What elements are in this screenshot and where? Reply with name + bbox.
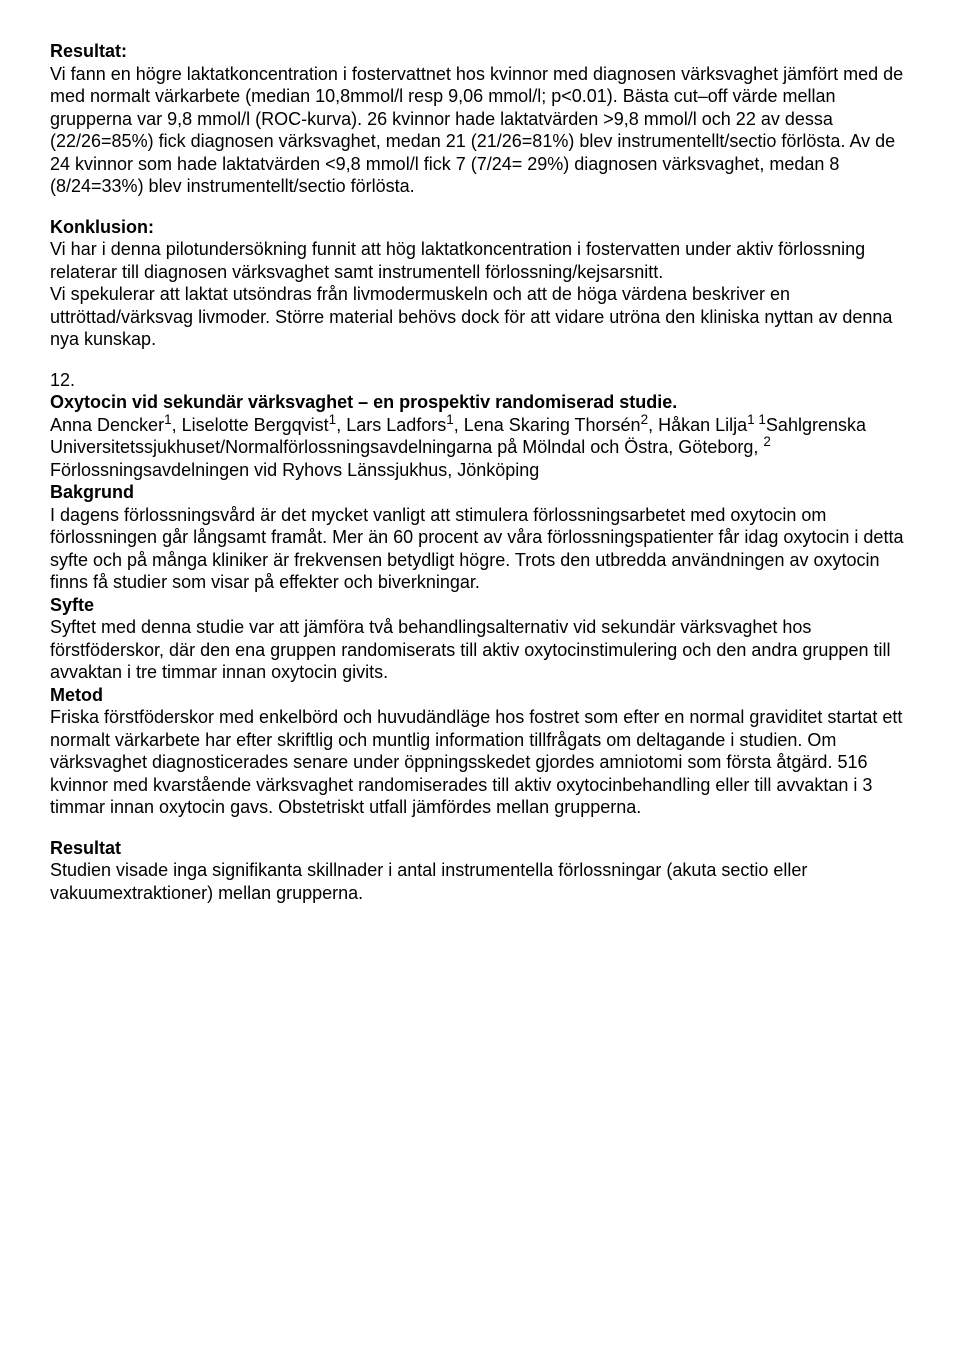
article-number: 12. <box>50 369 910 392</box>
heading-metod: Metod <box>50 684 910 707</box>
heading-konklusion: Konklusion: <box>50 216 910 239</box>
article-authors: Anna Dencker1, Liselotte Bergqvist1, Lar… <box>50 414 910 482</box>
heading-bakgrund: Bakgrund <box>50 481 910 504</box>
heading-resultat: Resultat: <box>50 40 910 63</box>
paragraph: Syftet med denna studie var att jämföra … <box>50 616 910 684</box>
paragraph: Vi har i denna pilotundersökning funnit … <box>50 238 910 283</box>
paragraph: Studien visade inga signifikanta skillna… <box>50 859 910 904</box>
section-resultat-1: Resultat: Vi fann en högre laktatkoncent… <box>50 40 910 198</box>
author-name: , Håkan Lilja <box>648 415 747 435</box>
sup: 2 <box>641 412 649 427</box>
affiliation-sup: 1 <box>755 412 766 427</box>
section-article-12: 12. Oxytocin vid sekundär värksvaghet – … <box>50 369 910 819</box>
paragraph: Vi fann en högre laktatkoncentration i f… <box>50 63 910 198</box>
author-name: Anna Dencker <box>50 415 164 435</box>
paragraph: I dagens förlossningsvård är det mycket … <box>50 504 910 594</box>
affiliation: Förlossningsavdelningen vid Ryhovs Länss… <box>50 460 539 480</box>
heading-syfte: Syfte <box>50 594 910 617</box>
paragraph: Friska förstföderskor med enkelbörd och … <box>50 706 910 819</box>
article-title: Oxytocin vid sekundär värksvaghet – en p… <box>50 391 910 414</box>
author-name: , Lena Skaring Thorsén <box>454 415 641 435</box>
paragraph: Vi spekulerar att laktat utsöndras från … <box>50 283 910 351</box>
section-resultat-2: Resultat Studien visade inga signifikant… <box>50 837 910 905</box>
sup: 1 <box>446 412 454 427</box>
sup: 1 <box>747 412 755 427</box>
heading-resultat: Resultat <box>50 837 910 860</box>
sup: 1 <box>164 412 172 427</box>
section-konklusion: Konklusion: Vi har i denna pilotundersök… <box>50 216 910 351</box>
author-name: , Liselotte Bergqvist <box>172 415 329 435</box>
affiliation-sup: 2 <box>763 434 771 449</box>
author-name: , Lars Ladfors <box>336 415 446 435</box>
